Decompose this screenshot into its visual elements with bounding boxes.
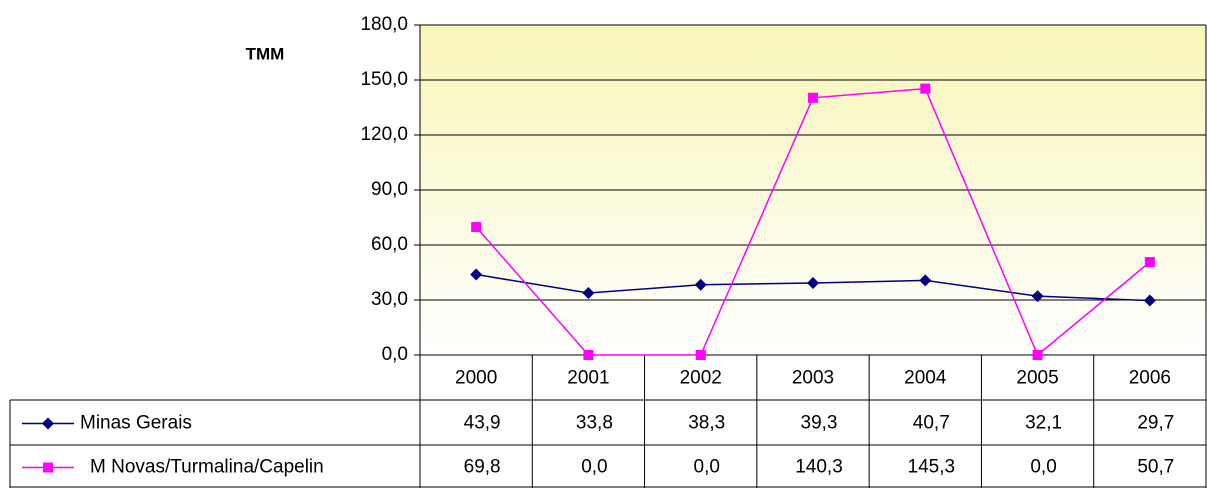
x-tick-label: 2006 [1129, 368, 1171, 389]
data-point [694, 278, 707, 291]
data-label: 43,9 [464, 413, 501, 434]
y-tick-label: 0,0 [382, 344, 408, 365]
data-label: 33,8 [576, 413, 613, 434]
y-tick-label: 120,0 [360, 124, 408, 145]
x-tick-label: 2002 [680, 368, 722, 389]
data-point [695, 350, 706, 360]
data-point [582, 287, 595, 300]
y-tick-label: 30,0 [371, 289, 408, 310]
x-tick-label: 2005 [1016, 368, 1058, 389]
data-point [470, 268, 483, 281]
data-point [471, 222, 482, 233]
y-tick-label: 180,0 [360, 14, 408, 35]
data-point [1143, 294, 1156, 307]
legend-marker [42, 417, 54, 430]
legend-label: Minas Gerais [80, 413, 192, 434]
data-point [1144, 257, 1155, 268]
data-point [807, 276, 819, 289]
data-label: 140,3 [795, 457, 843, 478]
data-label: 0,0 [581, 457, 607, 478]
data-label: 29,7 [1137, 413, 1174, 434]
data-label: 38,3 [688, 413, 725, 434]
x-tick-label: 2000 [455, 368, 497, 389]
data-point [920, 83, 931, 94]
data-point [1032, 350, 1043, 360]
data-label: 50,7 [1137, 457, 1174, 478]
data-point [919, 274, 932, 287]
data-label: 39,3 [801, 413, 838, 434]
data-label: 32,1 [1025, 413, 1062, 434]
y-tick-label: 60,0 [371, 234, 408, 255]
data-label: 145,3 [908, 457, 956, 478]
x-tick-label: 2001 [567, 368, 609, 389]
x-tick-label: 2004 [904, 368, 947, 389]
y-tick-label: 90,0 [371, 179, 408, 200]
x-tick-label: 2003 [792, 368, 834, 389]
data-label: 0,0 [1030, 457, 1056, 478]
data-point [808, 92, 818, 103]
data-label: 40,7 [913, 413, 950, 434]
legend-label: M Novas/Turmalina/Capelin [90, 457, 324, 478]
data-label: 0,0 [694, 457, 720, 478]
y-tick-label: 150,0 [360, 69, 408, 90]
data-point [583, 350, 594, 360]
data-label: 69,8 [464, 457, 501, 478]
chart-title: TMM [246, 44, 285, 63]
legend-marker [43, 462, 53, 473]
data-point [1031, 290, 1044, 303]
